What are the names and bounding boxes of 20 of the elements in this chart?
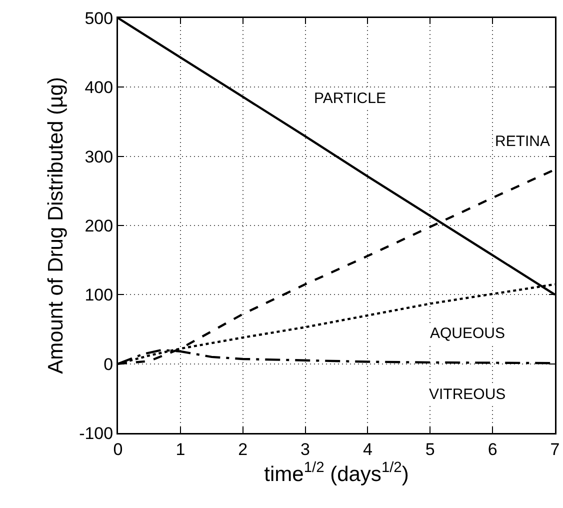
x-tick-label: 6 — [488, 440, 498, 459]
x-axis-title: time$^{1/2}$ (days$^{1/2}$) — [264, 460, 409, 486]
y-tick-label: 300 — [84, 147, 114, 166]
series-label: PARTICLE — [314, 90, 386, 107]
y-tick-label: 0 — [104, 354, 114, 374]
x-tick-label: 3 — [300, 440, 310, 459]
y-tick-label: 100 — [84, 286, 114, 305]
x-tick-label: 2 — [238, 440, 248, 459]
series-label: RETINA — [495, 133, 550, 150]
y-tick-label: 200 — [84, 216, 114, 236]
x-tick-label: 1 — [176, 440, 186, 459]
x-tick-label: 5 — [425, 440, 435, 459]
series-label: AQUEOUS — [430, 325, 506, 342]
y-tick-label: 400 — [84, 78, 114, 98]
x-tick-label: 7 — [550, 440, 560, 459]
x-tick-label: 4 — [362, 440, 372, 459]
y-tick-label: 500 — [84, 8, 114, 28]
series-label: VITREOUS — [429, 386, 506, 403]
y-tick-label: -100 — [79, 424, 114, 443]
y-axis-title: Amount of Drug Distributed (µg) — [44, 77, 68, 374]
